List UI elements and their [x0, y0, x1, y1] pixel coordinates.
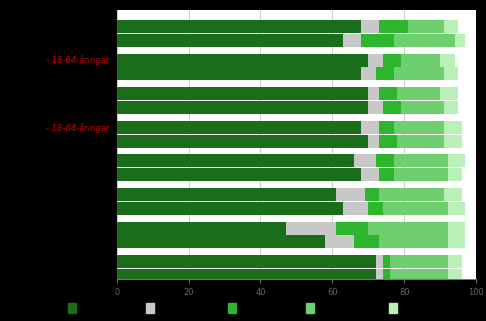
- Bar: [401, 101, 444, 114]
- Bar: [368, 101, 383, 114]
- Bar: [448, 235, 466, 248]
- Bar: [440, 87, 458, 100]
- Bar: [444, 20, 458, 33]
- Bar: [117, 221, 286, 235]
- Bar: [376, 67, 394, 80]
- Bar: [117, 101, 368, 114]
- Bar: [448, 154, 466, 168]
- Bar: [397, 134, 444, 148]
- Bar: [401, 54, 440, 66]
- Bar: [368, 202, 383, 215]
- Bar: [117, 121, 361, 134]
- Bar: [444, 121, 462, 134]
- Text: - 18-64-åringar: - 18-64-åringar: [46, 123, 109, 133]
- Bar: [448, 255, 462, 268]
- Bar: [408, 20, 444, 33]
- Bar: [383, 54, 401, 66]
- Bar: [343, 34, 361, 47]
- Bar: [379, 20, 408, 33]
- Bar: [365, 188, 379, 201]
- Bar: [117, 20, 361, 33]
- Bar: [455, 34, 466, 47]
- Bar: [383, 269, 390, 282]
- Bar: [117, 188, 336, 201]
- Bar: [383, 101, 401, 114]
- Bar: [361, 34, 394, 47]
- Bar: [397, 87, 440, 100]
- Bar: [368, 54, 383, 66]
- Bar: [379, 235, 448, 248]
- Bar: [444, 101, 458, 114]
- Bar: [379, 168, 394, 181]
- Bar: [117, 255, 376, 268]
- Bar: [336, 221, 368, 235]
- Bar: [368, 134, 379, 148]
- Bar: [376, 269, 383, 282]
- Bar: [368, 221, 448, 235]
- Bar: [343, 202, 368, 215]
- Bar: [117, 202, 343, 215]
- Bar: [354, 235, 379, 248]
- Bar: [444, 67, 458, 80]
- Bar: [444, 134, 462, 148]
- Bar: [117, 154, 354, 168]
- Bar: [117, 269, 376, 282]
- Bar: [394, 34, 455, 47]
- Bar: [390, 269, 448, 282]
- Bar: [394, 154, 448, 168]
- Bar: [448, 168, 462, 181]
- Bar: [376, 154, 394, 168]
- Bar: [117, 67, 361, 80]
- Bar: [379, 134, 397, 148]
- Bar: [444, 188, 462, 201]
- Bar: [379, 87, 397, 100]
- Bar: [117, 168, 361, 181]
- Bar: [376, 255, 383, 268]
- Bar: [361, 168, 379, 181]
- Bar: [361, 121, 379, 134]
- Bar: [361, 67, 376, 80]
- Bar: [383, 255, 390, 268]
- Bar: [117, 54, 368, 66]
- Bar: [117, 87, 368, 100]
- Bar: [361, 20, 379, 33]
- Bar: [286, 221, 336, 235]
- Bar: [325, 235, 354, 248]
- Bar: [448, 269, 462, 282]
- Bar: [379, 121, 394, 134]
- Bar: [440, 54, 455, 66]
- Bar: [117, 34, 343, 47]
- Bar: [379, 188, 444, 201]
- Bar: [368, 87, 379, 100]
- Bar: [383, 202, 448, 215]
- Bar: [448, 202, 466, 215]
- Bar: [394, 121, 444, 134]
- Bar: [354, 154, 376, 168]
- Bar: [390, 255, 448, 268]
- Bar: [117, 134, 368, 148]
- Bar: [394, 168, 448, 181]
- Bar: [336, 188, 365, 201]
- Bar: [448, 221, 466, 235]
- Bar: [394, 67, 444, 80]
- Text: - 18-64-åringar: - 18-64-åringar: [46, 56, 109, 65]
- Bar: [117, 235, 325, 248]
